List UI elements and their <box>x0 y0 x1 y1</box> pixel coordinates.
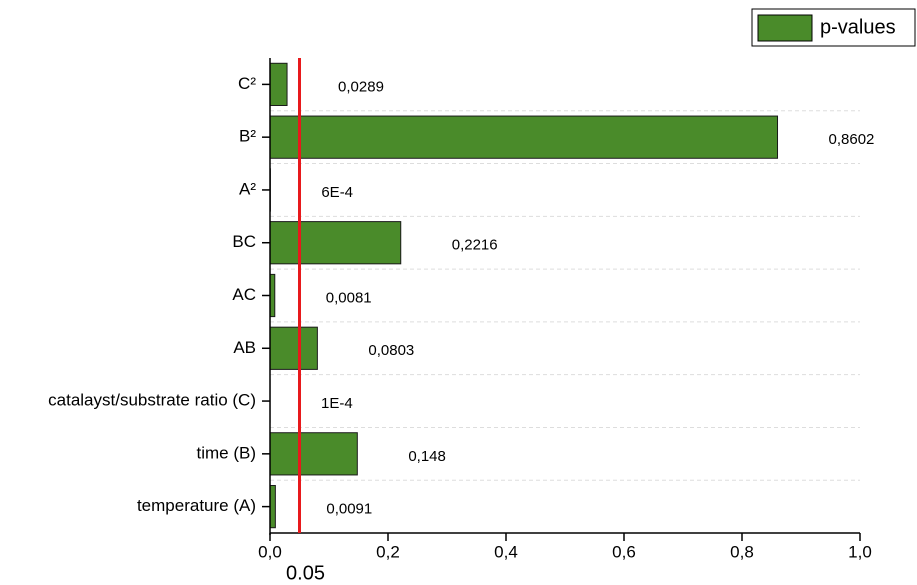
y-tick-label: BC <box>232 232 256 251</box>
y-tick-label: time (B) <box>197 443 257 462</box>
y-tick-label: AB <box>233 338 256 357</box>
bar <box>269 485 276 529</box>
value-label: 0,2216 <box>452 237 498 254</box>
y-tick-label: temperature (A) <box>137 496 256 515</box>
x-tick-label: 0,6 <box>612 542 636 561</box>
x-tick-label: 1,0 <box>848 542 872 561</box>
value-label: 1E-4 <box>321 395 353 412</box>
value-label: 0,0803 <box>368 342 414 359</box>
value-label: 0,0289 <box>338 78 384 95</box>
value-label: 0,0091 <box>326 501 372 518</box>
bar <box>269 62 288 106</box>
x-tick-label: 0,0 <box>258 542 282 561</box>
y-tick-label: catalayst/substrate ratio (C) <box>48 391 256 410</box>
y-tick-label: B² <box>239 127 256 146</box>
legend-label: p-values <box>820 16 896 38</box>
y-tick-label: C² <box>238 74 256 93</box>
y-tick-label: A² <box>239 179 256 198</box>
value-label: 0,8602 <box>829 131 875 148</box>
x-tick-label: 0,8 <box>730 542 754 561</box>
value-label: 0,148 <box>408 448 446 465</box>
bar <box>269 326 318 370</box>
x-tick-label: 0,4 <box>494 542 518 561</box>
value-label: 6E-4 <box>321 184 353 201</box>
bar <box>269 221 402 265</box>
value-label: 0,0081 <box>326 289 372 306</box>
x-tick-label: 0,2 <box>376 542 400 561</box>
bar <box>269 432 358 476</box>
reference-label: 0.05 <box>286 562 325 584</box>
bar <box>269 115 779 159</box>
y-tick-label: AC <box>232 285 256 304</box>
legend-swatch <box>757 14 813 42</box>
